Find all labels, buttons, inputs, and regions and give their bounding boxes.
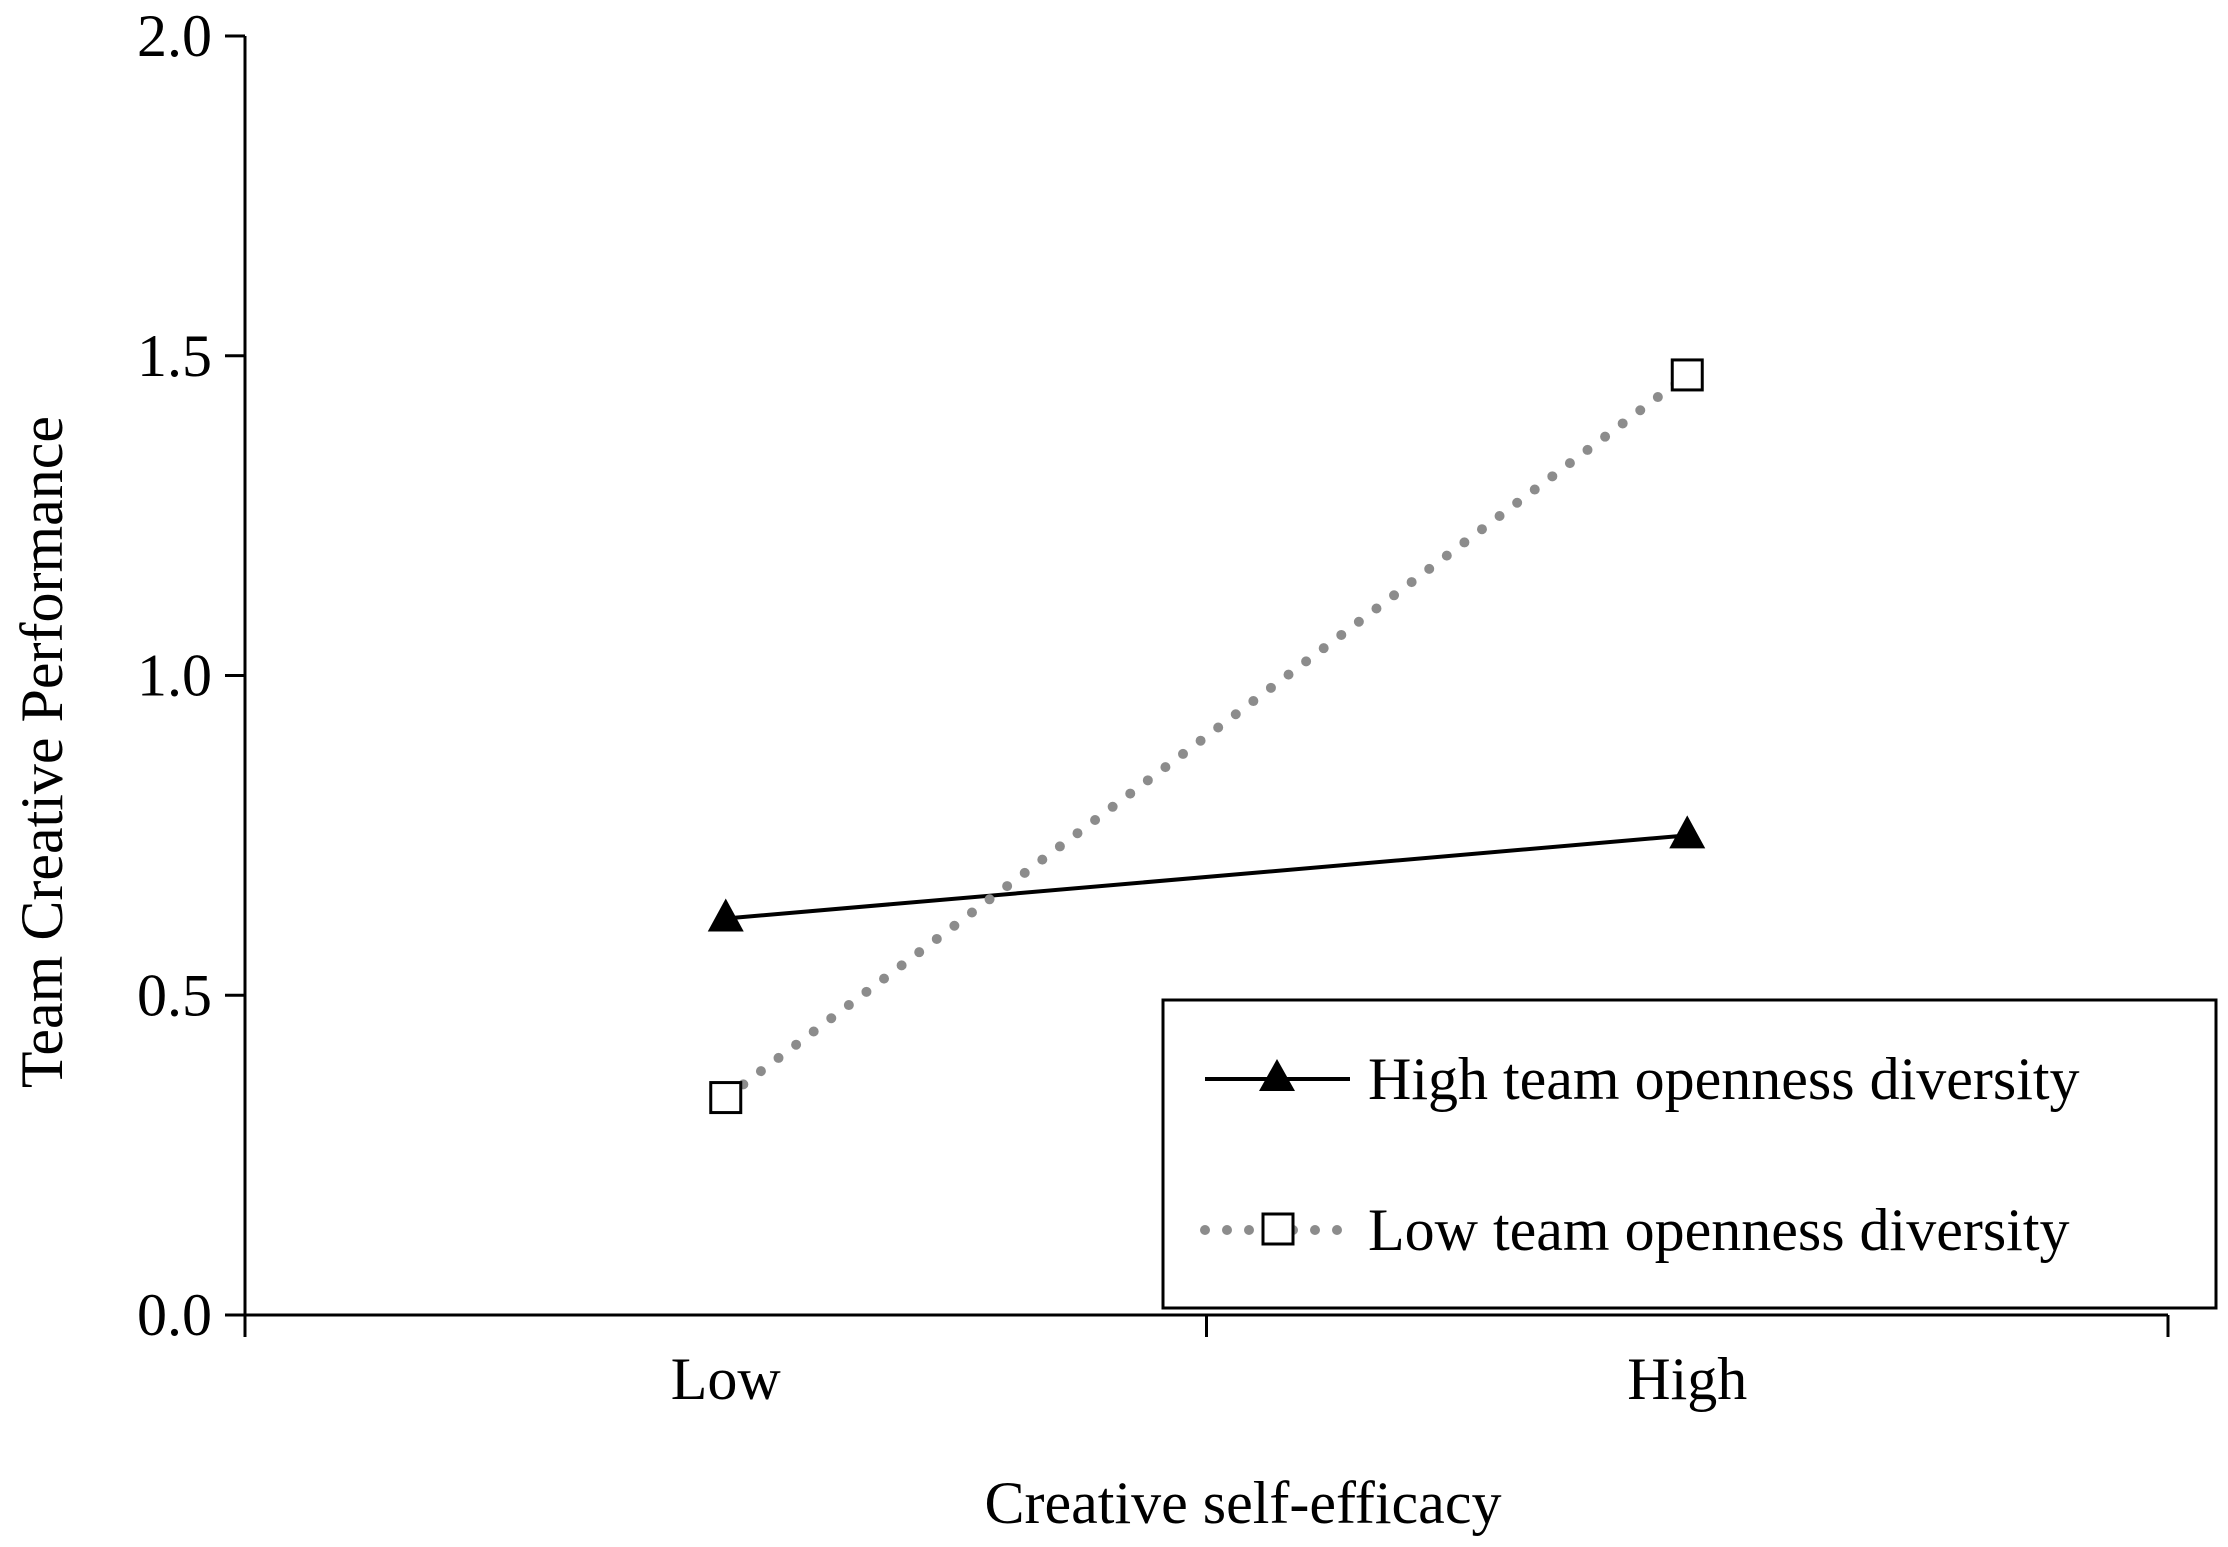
- legend-low-label: Low team openness diversity: [1368, 1197, 2070, 1263]
- legend-high-label: High team openness diversity: [1368, 1046, 2080, 1112]
- y-axis-title: Team Creative Performance: [9, 416, 75, 1088]
- y-ticks: 0.0 0.5 1.0 1.5 2.0: [137, 3, 245, 1348]
- x-ticks: Low High: [243, 1315, 2170, 1412]
- series-line: [720, 369, 1693, 1103]
- triangle-marker: [707, 898, 744, 932]
- y-tick-label: 2.0: [137, 3, 212, 69]
- y-tick-label: 1.0: [137, 643, 212, 709]
- x-axis-title: Creative self-efficacy: [985, 1470, 1502, 1536]
- x-tick-label: Low: [671, 1346, 782, 1412]
- legend-high-triangle-marker: [1259, 1059, 1295, 1091]
- series-layer: [707, 358, 1706, 1115]
- square-marker: [709, 1081, 743, 1115]
- legend: High team openness diversity Low team op…: [1161, 998, 2218, 1310]
- y-tick-label: 1.5: [137, 323, 212, 389]
- x-tick-label: High: [1627, 1346, 1747, 1412]
- triangle-marker: [1669, 815, 1706, 849]
- y-tick-label: 0.0: [137, 1282, 212, 1348]
- series-high: [707, 815, 1706, 932]
- series-low: [709, 358, 1704, 1115]
- legend-item-low: Low team openness diversity: [1200, 1197, 2070, 1263]
- legend-item-high: High team openness diversity: [1205, 1046, 2080, 1112]
- series-line: [725, 833, 1688, 921]
- y-tick-label: 0.5: [137, 962, 212, 1028]
- square-marker: [1670, 358, 1704, 392]
- legend-low-square-marker: [1261, 1212, 1295, 1246]
- legend-box: [1161, 998, 2218, 1310]
